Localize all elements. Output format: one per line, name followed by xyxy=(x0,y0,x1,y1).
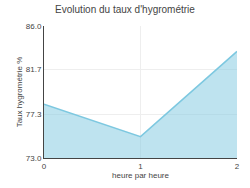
svg-text:86.0: 86.0 xyxy=(26,22,42,31)
svg-text:Taux hygrométrie %: Taux hygrométrie % xyxy=(15,57,24,128)
svg-text:77.3: 77.3 xyxy=(26,110,42,119)
svg-text:2: 2 xyxy=(235,162,240,171)
svg-text:Evolution du taux d'hygrométri: Evolution du taux d'hygrométrie xyxy=(55,4,195,15)
svg-text:1: 1 xyxy=(138,162,143,171)
svg-text:0: 0 xyxy=(42,162,47,171)
svg-text:heure par heure: heure par heure xyxy=(112,171,169,180)
svg-text:73.0: 73.0 xyxy=(26,154,42,163)
svg-text:81.7: 81.7 xyxy=(26,65,42,74)
